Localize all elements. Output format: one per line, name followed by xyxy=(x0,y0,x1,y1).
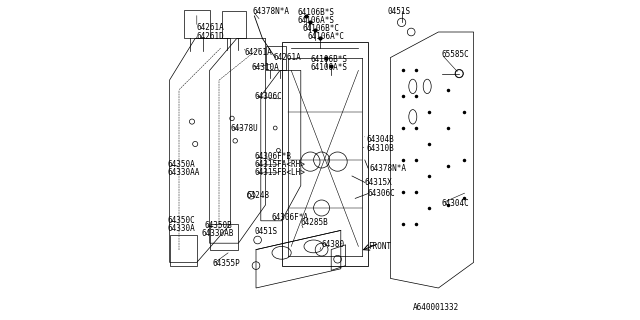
Text: 64106A*C: 64106A*C xyxy=(307,32,344,41)
Text: 64248: 64248 xyxy=(246,191,269,200)
Text: 64261A: 64261A xyxy=(197,23,225,32)
Text: 64306C: 64306C xyxy=(254,92,282,100)
Text: 64310B: 64310B xyxy=(366,144,394,153)
Text: 64304B: 64304B xyxy=(366,135,394,144)
Text: 64304C: 64304C xyxy=(442,199,469,208)
Text: 64106A*S: 64106A*S xyxy=(298,16,335,25)
Text: 64350C: 64350C xyxy=(168,216,196,225)
Text: 64261D: 64261D xyxy=(197,32,225,41)
Text: 64106B*S: 64106B*S xyxy=(298,8,335,17)
Text: 64306F*B: 64306F*B xyxy=(254,152,291,161)
Text: 64306C: 64306C xyxy=(368,189,396,198)
Text: 64106B*S: 64106B*S xyxy=(310,55,348,64)
Text: 64330AB: 64330AB xyxy=(202,229,234,238)
Text: 64378N*A: 64378N*A xyxy=(370,164,406,172)
Text: 64310A: 64310A xyxy=(251,63,279,72)
Text: A640001332: A640001332 xyxy=(413,303,459,312)
Text: 64306F*A: 64306F*A xyxy=(272,213,309,222)
Text: FRONT: FRONT xyxy=(368,242,391,251)
Text: 64315X: 64315X xyxy=(365,178,392,187)
Text: 65585C: 65585C xyxy=(442,50,469,59)
Text: 64378N*A: 64378N*A xyxy=(253,7,290,16)
Text: 64261A: 64261A xyxy=(245,48,273,57)
Text: 64106A*S: 64106A*S xyxy=(310,63,348,72)
Text: 64106B*C: 64106B*C xyxy=(302,24,339,33)
Text: 64285B: 64285B xyxy=(301,218,328,227)
Text: 64261A: 64261A xyxy=(274,53,301,62)
Text: 64378U: 64378U xyxy=(230,124,258,132)
Text: 64350A: 64350A xyxy=(168,160,196,169)
Text: 0451S: 0451S xyxy=(387,7,410,16)
Text: 64330A: 64330A xyxy=(168,224,196,233)
Text: 64355P: 64355P xyxy=(212,260,241,268)
Text: 64350B: 64350B xyxy=(205,221,232,230)
Text: 64315FB<LH>: 64315FB<LH> xyxy=(254,168,305,177)
Text: 0451S: 0451S xyxy=(254,228,278,236)
Text: 64380: 64380 xyxy=(322,240,345,249)
Text: 64315FA<RH>: 64315FA<RH> xyxy=(254,160,305,169)
Text: 64330AA: 64330AA xyxy=(168,168,200,177)
